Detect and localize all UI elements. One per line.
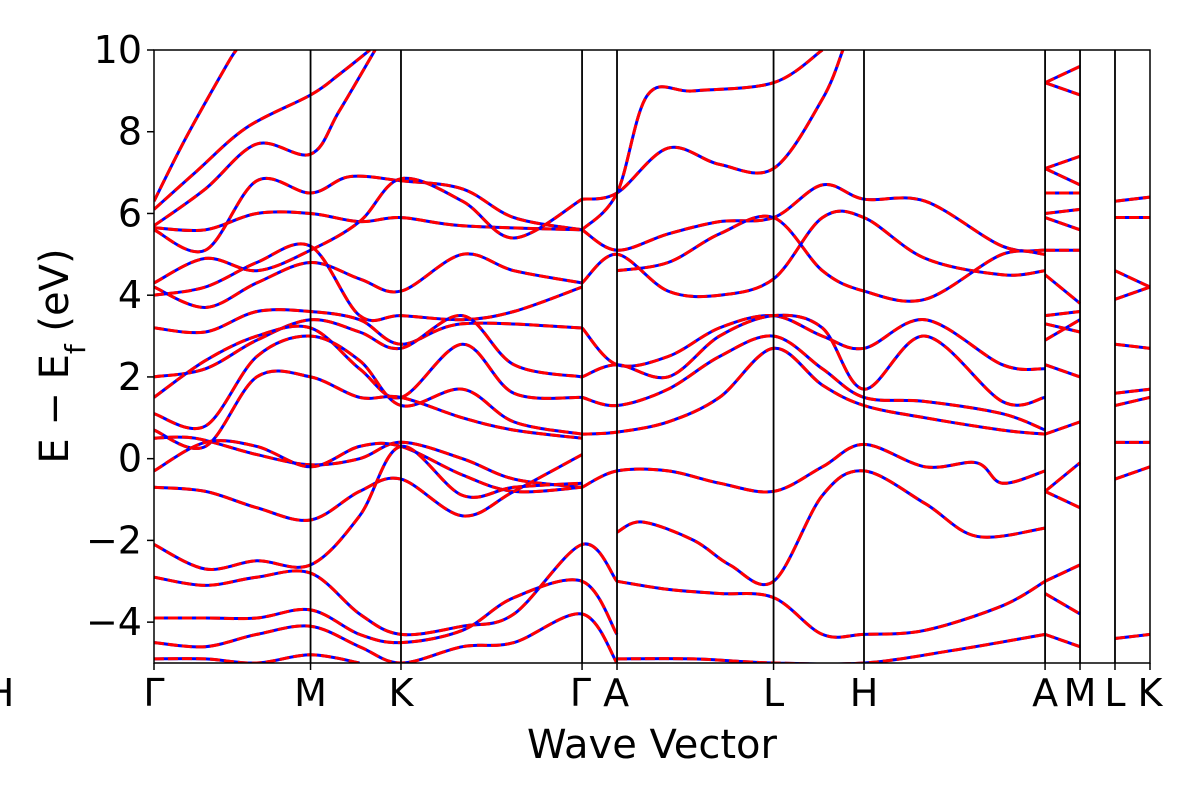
band-line-red-47 — [1044, 420, 1081, 436]
y-tick-label-6: 8 — [118, 110, 142, 154]
band-line-red-48 — [1044, 461, 1081, 493]
band-line-blue-31 — [616, 469, 1046, 587]
bands-group — [154, 50, 1150, 663]
x-tick-label-2: K — [389, 671, 415, 715]
y-axis-ticks: −4 −2 0 2 4 6 8 10 — [86, 28, 154, 644]
band-line-red-11 — [154, 334, 583, 436]
x-tick-label-6: A — [1032, 671, 1058, 715]
band-line-red-25 — [616, 214, 1046, 303]
band-line-red-53 — [1114, 195, 1150, 203]
x-tick-label-0: Γ — [143, 671, 164, 715]
x-tick-label-5: H — [850, 671, 879, 715]
band-line-blue-14 — [154, 439, 583, 494]
band-line-red-36 — [1044, 154, 1081, 170]
band-line-red-22 — [581, 50, 824, 231]
band-line-blue-16 — [154, 444, 583, 571]
band-line-red-16 — [154, 444, 583, 571]
band-line-red-29 — [582, 346, 1046, 436]
y-axis-label: E − Ef (eV) — [32, 248, 92, 463]
band-line-red-27 — [581, 313, 1046, 407]
y-axis-label-main: E − E — [32, 354, 78, 464]
band-line-red-58 — [1114, 387, 1150, 395]
band-line-red-37 — [1044, 167, 1081, 187]
band-line-red-31 — [616, 469, 1046, 587]
x-tick-label-10: H — [0, 671, 14, 715]
x-tick-label-1: M — [294, 671, 327, 715]
band-line-red-23 — [581, 183, 1046, 253]
band-line-blue-18 — [154, 578, 619, 645]
band-line-red-45 — [1044, 318, 1081, 342]
band-line-red-6 — [154, 252, 583, 310]
band-line-red-34 — [1044, 64, 1081, 85]
band-line-blue-11 — [154, 334, 583, 436]
y-tick-label-0: −4 — [86, 600, 142, 644]
band-line-red-59 — [1114, 395, 1150, 408]
band-line-red-2 — [154, 50, 377, 227]
band-line-red-32 — [616, 579, 1046, 639]
band-line-red-42 — [1044, 273, 1081, 305]
y-axis-label-sub: f — [59, 343, 92, 354]
x-tick-label-4: L — [763, 671, 784, 715]
band-line-red-15 — [154, 453, 583, 522]
band-line-red-40 — [1044, 216, 1081, 232]
x-tick-label-9: K — [1138, 671, 1164, 715]
band-line-red-46 — [1044, 363, 1081, 379]
band-line-red-12 — [154, 369, 583, 450]
y-tick-label-7: 10 — [94, 28, 142, 72]
band-line-red-28 — [581, 334, 1046, 432]
band-line-red-39 — [1044, 207, 1081, 215]
x-tick-label-7: M — [1064, 671, 1097, 715]
band-line-red-14 — [154, 439, 583, 494]
y-tick-label-3: 2 — [118, 355, 142, 399]
band-line-blue-28 — [581, 334, 1046, 432]
band-line-red-30 — [581, 442, 1046, 494]
x-axis-label: Wave Vector — [527, 722, 778, 768]
band-line-red-8 — [154, 308, 583, 346]
band-line-red-5 — [154, 176, 583, 285]
band-line-red-57 — [1114, 342, 1150, 350]
band-line-blue-19 — [154, 612, 619, 663]
band-line-red-55 — [1114, 269, 1150, 289]
band-line-red-18 — [154, 578, 619, 645]
band-line-red-35 — [1044, 81, 1081, 97]
band-line-red-50 — [1044, 563, 1081, 583]
band-line-red-52 — [1044, 632, 1081, 649]
y-tick-label-1: −2 — [86, 518, 142, 562]
band-line-blue-5 — [154, 176, 583, 285]
band-line-red-49 — [1044, 490, 1081, 510]
band-line-red-24 — [581, 209, 1046, 299]
high-symmetry-lines — [309, 50, 1116, 663]
band-line-red-10 — [154, 324, 583, 400]
band-line-red-62 — [1114, 632, 1150, 640]
band-line-red-1 — [154, 50, 371, 211]
band-line-red-0 — [154, 50, 238, 202]
band-line-red-20 — [154, 653, 360, 663]
band-line-red-7 — [154, 242, 583, 323]
x-tick-label-3: Γ A — [570, 671, 629, 715]
band-line-red-51 — [1044, 592, 1081, 616]
y-tick-label-5: 6 — [118, 191, 142, 235]
y-tick-label-2: 0 — [118, 437, 142, 481]
band-line-red-44 — [1044, 322, 1081, 334]
band-line-blue-12 — [154, 369, 583, 450]
band-line-red-17 — [154, 542, 619, 637]
band-line-red-33 — [616, 632, 1046, 663]
band-line-red-4 — [154, 210, 583, 233]
x-tick-label-8: L — [1104, 671, 1125, 715]
band-line-red-19 — [154, 612, 619, 663]
band-line-red-61 — [1114, 465, 1150, 481]
band-line-red-3 — [154, 174, 583, 254]
band-line-red-9 — [154, 314, 583, 379]
band-line-blue-17 — [154, 542, 619, 637]
band-line-red-26 — [580, 313, 1046, 372]
y-tick-label-4: 4 — [118, 273, 142, 317]
band-line-red-56 — [1114, 285, 1150, 301]
plot-frame — [153, 49, 1151, 664]
band-line-red-43 — [1044, 310, 1081, 318]
y-axis-label-unit: (eV) — [32, 248, 78, 344]
